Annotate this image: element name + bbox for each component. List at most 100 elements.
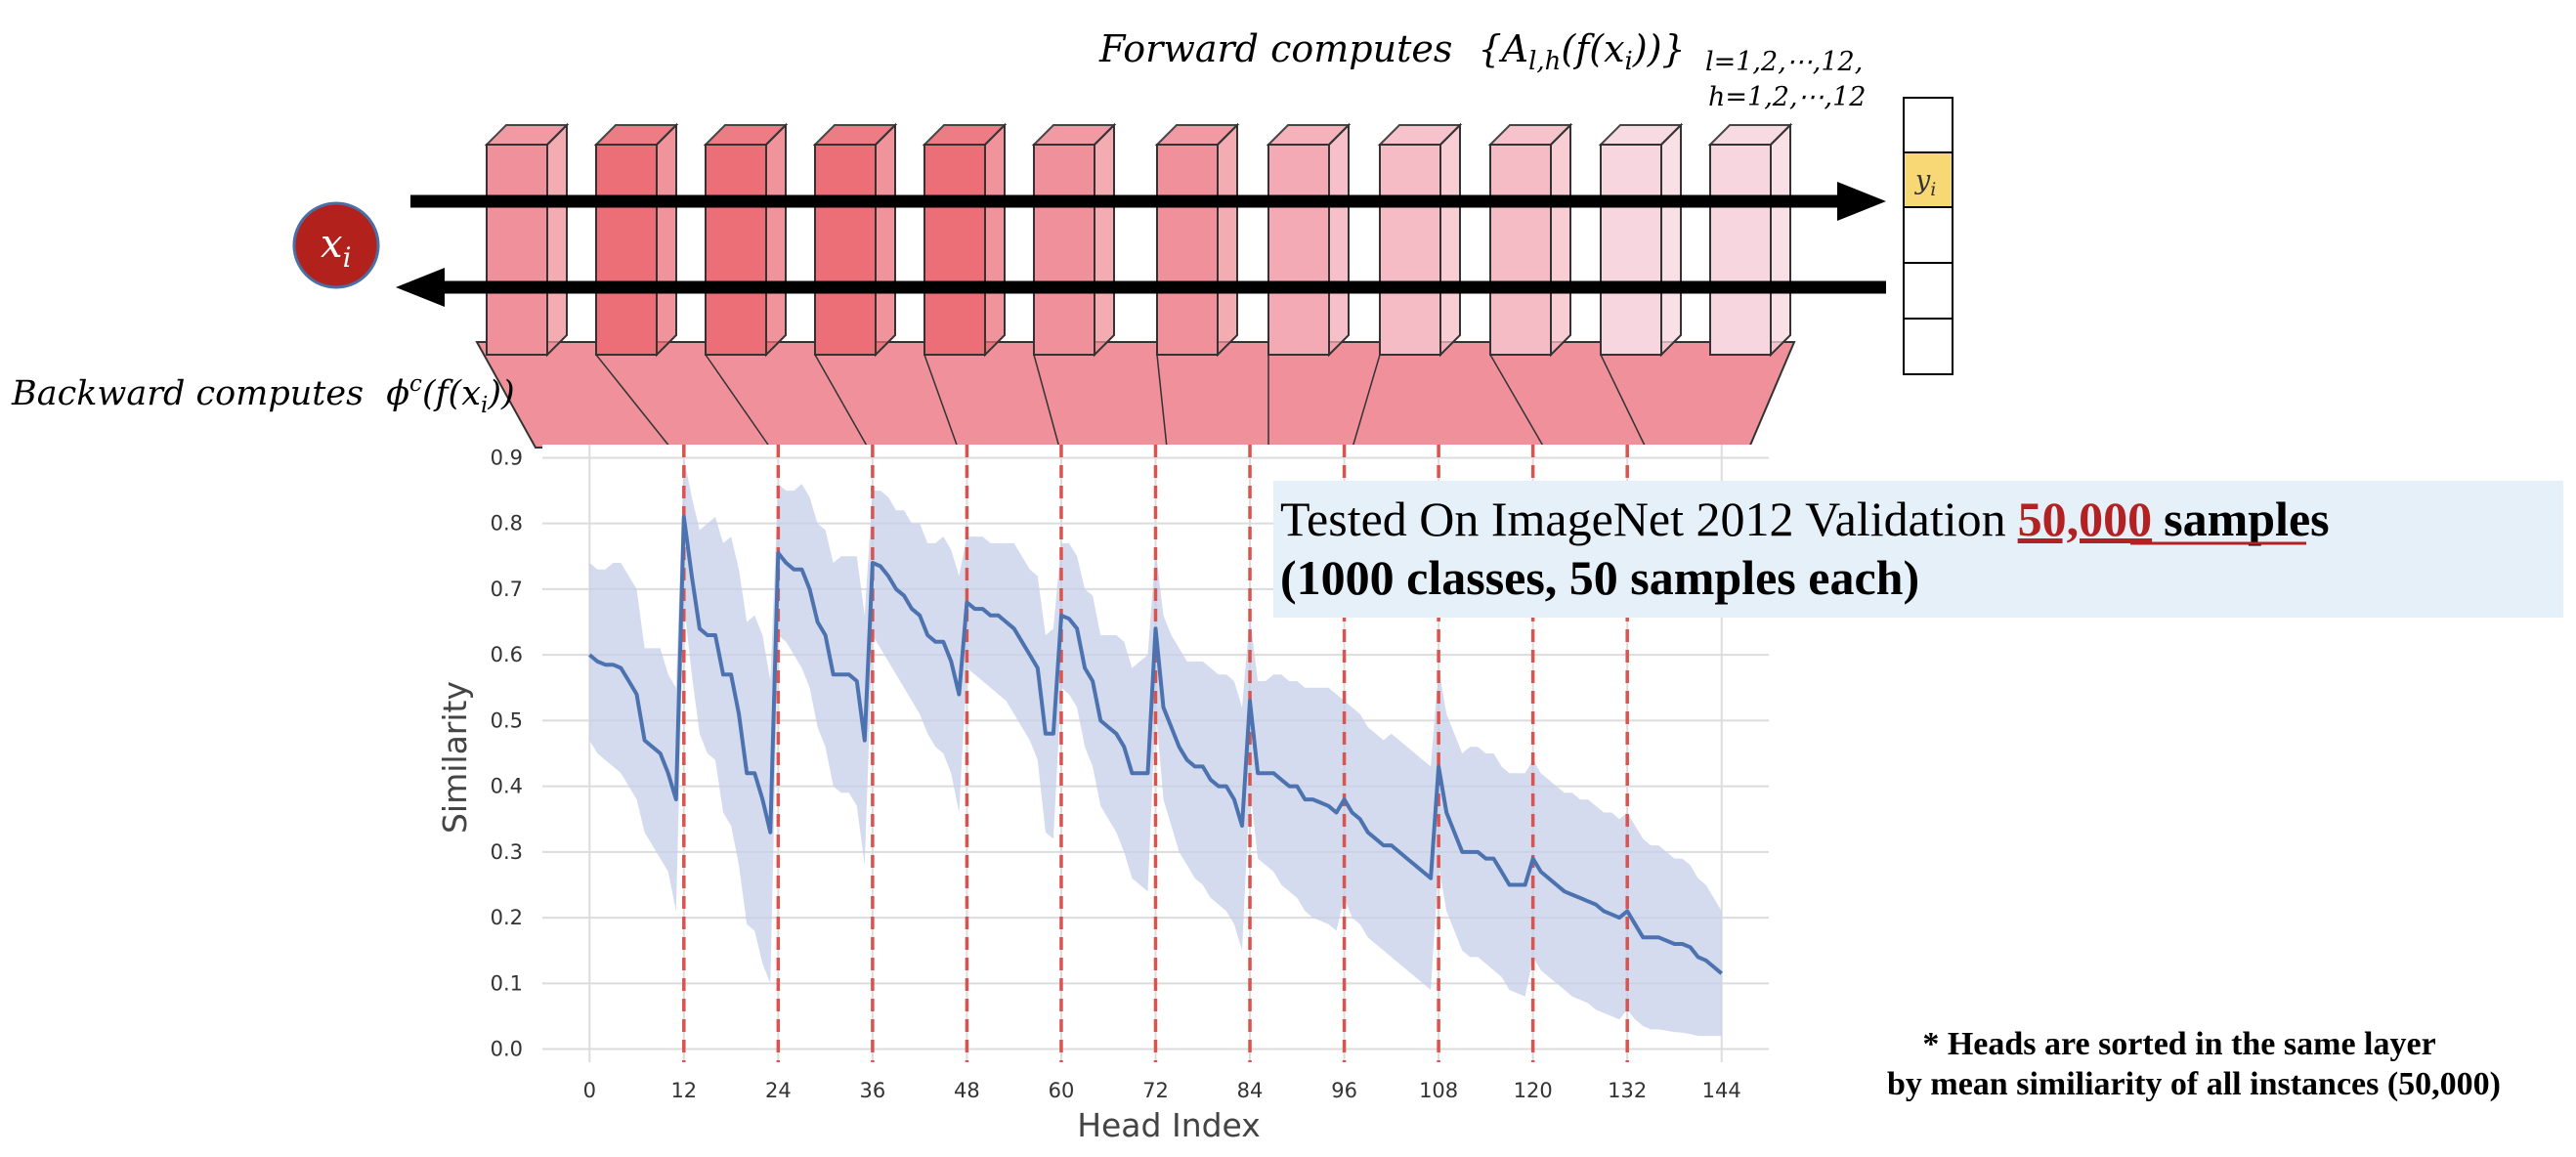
base-divider [595, 354, 671, 449]
layer-front-face [1267, 144, 1330, 356]
base-divider [1033, 354, 1060, 449]
y-tick-label: 0.7 [491, 578, 523, 601]
layer-block [484, 122, 570, 358]
layer-block [922, 122, 1008, 358]
layer-side-face [765, 122, 787, 358]
layer-side-face [875, 122, 896, 358]
layer-side-face [656, 122, 677, 358]
x-tick-label: 84 [1237, 1079, 1264, 1102]
layer-side-face [1770, 122, 1791, 358]
backward-formula-rest: (f(x [422, 374, 481, 413]
backward-formula-i: i [481, 393, 488, 418]
input-subscript: i [343, 241, 352, 274]
layer-front-face [486, 144, 548, 356]
x-tick-label: 120 [1514, 1079, 1553, 1102]
x-tick-label: 60 [1049, 1079, 1075, 1102]
banner-highlight: 50,000 [2018, 492, 2153, 546]
banner-prefix: Tested On ImageNet 2012 Validation [1280, 492, 2006, 546]
svg-text:yi: yi [1914, 165, 1936, 200]
x-tick-label: 132 [1608, 1079, 1647, 1102]
svg-text:Forward computes {Al,h(f: Forward computes {Al,h(f(xi))} [1098, 27, 1686, 76]
layer-side-face [1094, 122, 1115, 358]
layer-base-platform [475, 341, 1796, 449]
banner-suffix: samples [2164, 492, 2329, 546]
forward-arrow [410, 182, 1886, 221]
layer-front-face [923, 144, 986, 356]
y-tick-label: 0.6 [491, 643, 523, 666]
base-divider [923, 354, 959, 449]
y-tick-label: 0.0 [491, 1038, 523, 1061]
backward-formula: ϕ [386, 374, 409, 413]
layer-front-face [1489, 144, 1552, 356]
layer-front-face [1379, 144, 1441, 356]
svg-text:Tested On ImageNet 2012 Valida: Tested On ImageNet 2012 Validation 50,000… [1280, 492, 2330, 546]
y-tick-label: 0.4 [491, 775, 523, 798]
forward-formula-i: i [1625, 47, 1633, 76]
x-tick-label: 0 [583, 1079, 596, 1102]
note-line2: by mean similiarity of all instances (50… [1887, 1066, 2501, 1102]
base-divider [705, 354, 771, 449]
banner-background [1273, 481, 2563, 618]
layer-block [1266, 122, 1352, 358]
backward-caption: Backward computes ϕc(f(xi)) [11, 371, 515, 418]
banner-line2: (1000 classes, 50 samples each) [1280, 550, 1919, 605]
layer-side-face [1217, 122, 1238, 358]
base-divider [1156, 354, 1168, 449]
forward-caption-text: Forward computes [1098, 27, 1452, 70]
y-tick-label: 0.1 [491, 971, 523, 995]
layer-side-face [1660, 122, 1682, 358]
backward-formula-sup: c [409, 371, 422, 397]
output-label: y [1914, 165, 1931, 195]
svg-text:xi: xi [321, 222, 352, 274]
similarity-chart: 0 12 24 36 48 60 72 84 96 108 120 132 144 0.00.10.20… [436, 445, 1769, 1144]
x-tick-label: 36 [860, 1079, 886, 1102]
output-highlight-cell [1903, 151, 1953, 208]
base-divider [1600, 354, 1647, 449]
sorting-note: * Heads are sorted in the same layer by … [1887, 1026, 2501, 1102]
layer-block [1707, 122, 1793, 358]
forward-index-1: l=1,2,⋯,12, [1705, 47, 1863, 77]
forward-formula-rest: (f(x [1561, 27, 1624, 70]
layer-front-face [1709, 144, 1772, 356]
backward-arrow [396, 268, 1886, 307]
forward-formula-sub: l,h [1528, 47, 1561, 76]
layer-side-face [984, 122, 1006, 358]
y-tick-label: 0.2 [491, 906, 523, 929]
layer-side-face [546, 122, 568, 358]
layer-block [1377, 122, 1463, 358]
forward-formula-close: ))} [1632, 27, 1686, 70]
y-tick-label: 0.9 [491, 446, 523, 469]
layer-side-face [1550, 122, 1571, 358]
output-subscript: i [1930, 179, 1936, 200]
input-node: xi [292, 201, 380, 289]
layer-front-face [814, 144, 877, 356]
layer-block [1487, 122, 1573, 358]
x-tick-label: 108 [1419, 1079, 1458, 1102]
dataset-banner: Tested On ImageNet 2012 Validation 50,000… [1273, 481, 2563, 618]
backward-formula-close: )) [487, 374, 514, 413]
y-ticks: 0.0 0.1 0.2 0.3 0.4 0.5 0.6 0.7 0.8 0.9 [491, 446, 523, 1060]
x-tick-label: 24 [765, 1079, 792, 1102]
x-tick-label: 96 [1331, 1079, 1357, 1102]
output-vector: yi [1903, 97, 1953, 375]
layer-block [703, 122, 789, 358]
y-axis-label: Similarity [436, 681, 474, 834]
layer-front-face [1156, 144, 1219, 356]
layer-block [812, 122, 898, 358]
layer-front-face [1033, 144, 1095, 356]
base-trapezoid [475, 341, 1796, 449]
layer-block [1031, 122, 1117, 358]
layer-block [593, 122, 679, 358]
x-tick-label: 72 [1142, 1079, 1169, 1102]
backward-caption-text: Backward computes [11, 374, 364, 413]
input-label: x [321, 222, 343, 267]
layer-front-face [1600, 144, 1662, 356]
mean-similarity-line [588, 515, 1723, 975]
base-divider [1352, 354, 1381, 449]
x-tick-label: 12 [670, 1079, 697, 1102]
note-line1: * Heads are sorted in the same layer [1922, 1026, 2435, 1062]
layer-side-face [1328, 122, 1350, 358]
layer-block [1598, 122, 1684, 358]
y-tick-label: 0.3 [491, 840, 523, 864]
